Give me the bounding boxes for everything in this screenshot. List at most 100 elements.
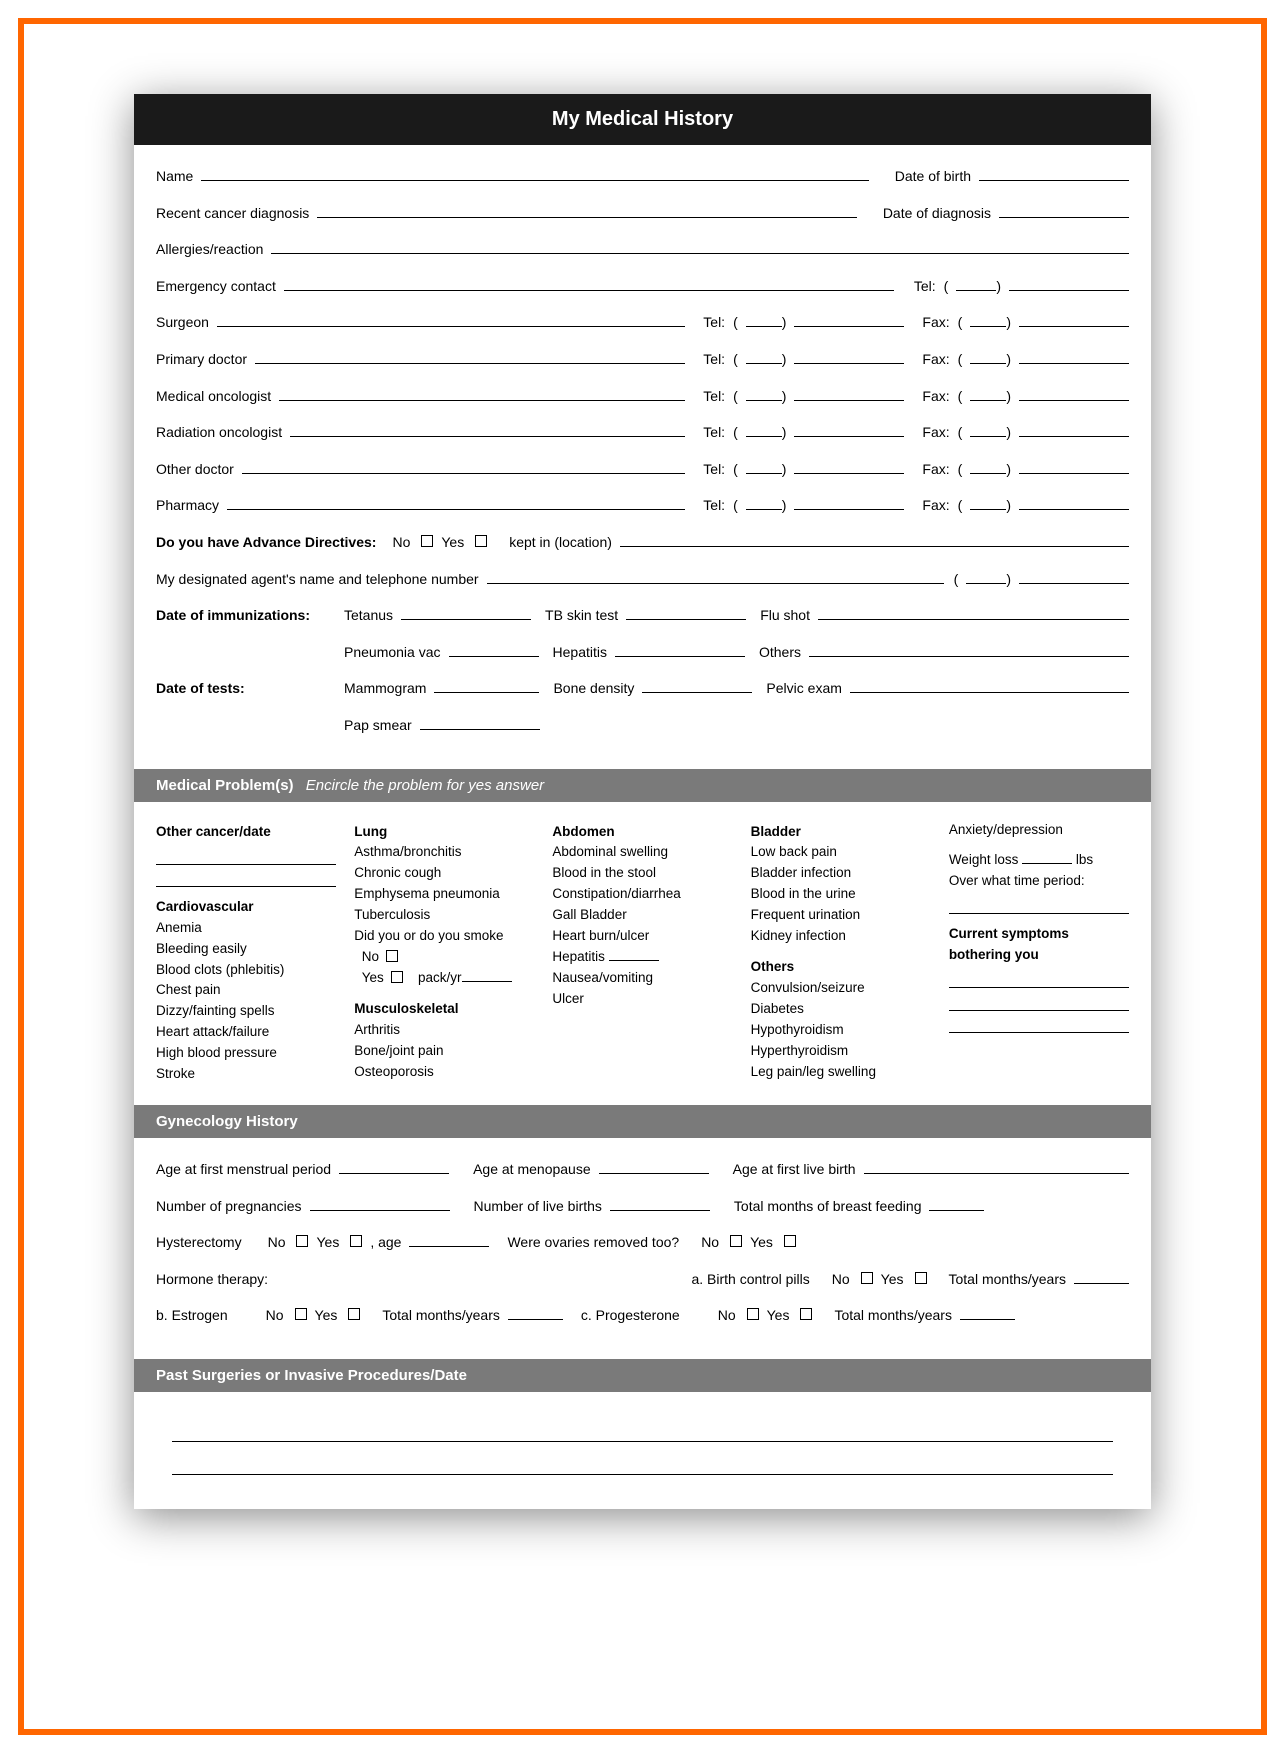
advance-yes-checkbox[interactable] bbox=[475, 535, 487, 547]
other-cancer-line1[interactable] bbox=[156, 848, 336, 864]
problem-item: Constipation/diarrhea bbox=[552, 884, 732, 905]
primary-fax-area[interactable] bbox=[970, 349, 1006, 364]
others-field[interactable] bbox=[809, 641, 1129, 656]
past-line2[interactable] bbox=[172, 1452, 1113, 1474]
emergency-tel-area[interactable] bbox=[956, 275, 996, 290]
problem-item: Low back pain bbox=[751, 842, 931, 863]
medonc-fax-num[interactable] bbox=[1019, 385, 1129, 400]
estrogen-yes-checkbox[interactable] bbox=[348, 1308, 360, 1320]
symptoms-line3[interactable] bbox=[949, 1017, 1129, 1033]
radonc-field[interactable] bbox=[290, 422, 685, 437]
bcp-no-checkbox[interactable] bbox=[861, 1272, 873, 1284]
pharmacy-tel-label: Tel: bbox=[703, 492, 725, 519]
medonc-field[interactable] bbox=[279, 385, 685, 400]
hyst-age-field[interactable] bbox=[409, 1232, 489, 1247]
surgeon-tel-area[interactable] bbox=[746, 312, 782, 327]
packyr-field[interactable] bbox=[462, 968, 512, 982]
dx-field[interactable] bbox=[317, 202, 857, 217]
pregs-field[interactable] bbox=[310, 1195, 450, 1210]
pharmacy-fax-num[interactable] bbox=[1019, 495, 1129, 510]
bcp-tmy-field[interactable] bbox=[1074, 1268, 1129, 1283]
bone-field[interactable] bbox=[642, 678, 752, 693]
weightloss-label: Weight loss bbox=[949, 852, 1019, 867]
progest-yes-checkbox[interactable] bbox=[800, 1308, 812, 1320]
breastfeed-field[interactable] bbox=[929, 1195, 984, 1210]
hepatitis-blank[interactable] bbox=[609, 948, 659, 962]
weightloss-field[interactable] bbox=[1022, 851, 1072, 865]
other-cancer-line2[interactable] bbox=[156, 871, 336, 887]
medonc-tel-num[interactable] bbox=[794, 385, 904, 400]
smoke-yes-checkbox[interactable] bbox=[391, 971, 403, 983]
ovaries-yes-checkbox[interactable] bbox=[784, 1235, 796, 1247]
name-field[interactable] bbox=[201, 166, 868, 181]
pharmacy-tel-num[interactable] bbox=[794, 495, 904, 510]
pneumonia-field[interactable] bbox=[449, 641, 539, 656]
smoke-no-checkbox[interactable] bbox=[386, 950, 398, 962]
otherdoc-tel-num[interactable] bbox=[794, 458, 904, 473]
primary-tel-num[interactable] bbox=[794, 349, 904, 364]
pharmacy-tel-area[interactable] bbox=[746, 495, 782, 510]
primary-label: Primary doctor bbox=[156, 346, 247, 373]
agent-field[interactable] bbox=[487, 568, 944, 583]
surgeon-fax-num[interactable] bbox=[1019, 312, 1129, 327]
symptoms-line1[interactable] bbox=[949, 972, 1129, 988]
tetanus-label: Tetanus bbox=[344, 602, 393, 629]
tetanus-field[interactable] bbox=[401, 605, 531, 620]
pap-field[interactable] bbox=[420, 715, 540, 730]
ovaries-no-checkbox[interactable] bbox=[730, 1235, 742, 1247]
surgeon-field[interactable] bbox=[217, 312, 685, 327]
primary-field[interactable] bbox=[255, 349, 685, 364]
pharmacy-field[interactable] bbox=[227, 495, 685, 510]
estrogen-tmy-field[interactable] bbox=[508, 1305, 563, 1320]
progest-no-checkbox[interactable] bbox=[747, 1308, 759, 1320]
symptoms-line2[interactable] bbox=[949, 994, 1129, 1010]
radonc-fax-area[interactable] bbox=[970, 422, 1006, 437]
pharmacy-fax-label: Fax: bbox=[922, 492, 949, 519]
tb-field[interactable] bbox=[626, 605, 746, 620]
livebirths-field[interactable] bbox=[610, 1195, 710, 1210]
pharmacy-fax-area[interactable] bbox=[970, 495, 1006, 510]
otherdoc-fax-area[interactable] bbox=[970, 458, 1006, 473]
radonc-tel-num[interactable] bbox=[794, 422, 904, 437]
advance-no-checkbox[interactable] bbox=[421, 535, 433, 547]
primary-tel-area[interactable] bbox=[746, 349, 782, 364]
mammo-field[interactable] bbox=[434, 678, 539, 693]
otherdoc-tel-area[interactable] bbox=[746, 458, 782, 473]
flu-field[interactable] bbox=[818, 605, 1129, 620]
surgeon-fax-area[interactable] bbox=[970, 312, 1006, 327]
otherdoc-label: Other doctor bbox=[156, 456, 234, 483]
problems-header: Medical Problem(s) Encircle the problem … bbox=[134, 769, 1151, 802]
emergency-field[interactable] bbox=[284, 275, 894, 290]
timeperiod-field[interactable] bbox=[949, 898, 1129, 914]
dob-field[interactable] bbox=[979, 166, 1129, 181]
bcp-yes-checkbox[interactable] bbox=[915, 1272, 927, 1284]
radonc-fax-num[interactable] bbox=[1019, 422, 1129, 437]
first-birth-field[interactable] bbox=[864, 1159, 1129, 1174]
agent-tel-num[interactable] bbox=[1019, 568, 1129, 583]
agent-tel-area[interactable] bbox=[966, 568, 1006, 583]
hepatitis-field[interactable] bbox=[615, 641, 745, 656]
dxdate-label: Date of diagnosis bbox=[883, 200, 991, 227]
flu-label: Flu shot bbox=[760, 602, 810, 629]
problem-item: Kidney infection bbox=[751, 926, 931, 947]
problem-item: Chronic cough bbox=[354, 863, 534, 884]
allergies-field[interactable] bbox=[271, 239, 1129, 254]
dxdate-field[interactable] bbox=[999, 202, 1129, 217]
hyst-yes-checkbox[interactable] bbox=[350, 1235, 362, 1247]
past-line1[interactable] bbox=[172, 1420, 1113, 1442]
otherdoc-fax-num[interactable] bbox=[1019, 458, 1129, 473]
hyst-no-checkbox[interactable] bbox=[296, 1235, 308, 1247]
first-period-field[interactable] bbox=[339, 1159, 449, 1174]
radonc-tel-area[interactable] bbox=[746, 422, 782, 437]
medonc-tel-area[interactable] bbox=[746, 385, 782, 400]
otherdoc-field[interactable] bbox=[242, 458, 685, 473]
pelvic-field[interactable] bbox=[850, 678, 1129, 693]
progest-tmy-field[interactable] bbox=[960, 1305, 1015, 1320]
surgeon-tel-num[interactable] bbox=[794, 312, 904, 327]
estrogen-no-checkbox[interactable] bbox=[295, 1308, 307, 1320]
keptin-field[interactable] bbox=[620, 532, 1129, 547]
primary-fax-num[interactable] bbox=[1019, 349, 1129, 364]
medonc-fax-area[interactable] bbox=[970, 385, 1006, 400]
emergency-tel-num[interactable] bbox=[1009, 275, 1129, 290]
menopause-field[interactable] bbox=[599, 1159, 709, 1174]
